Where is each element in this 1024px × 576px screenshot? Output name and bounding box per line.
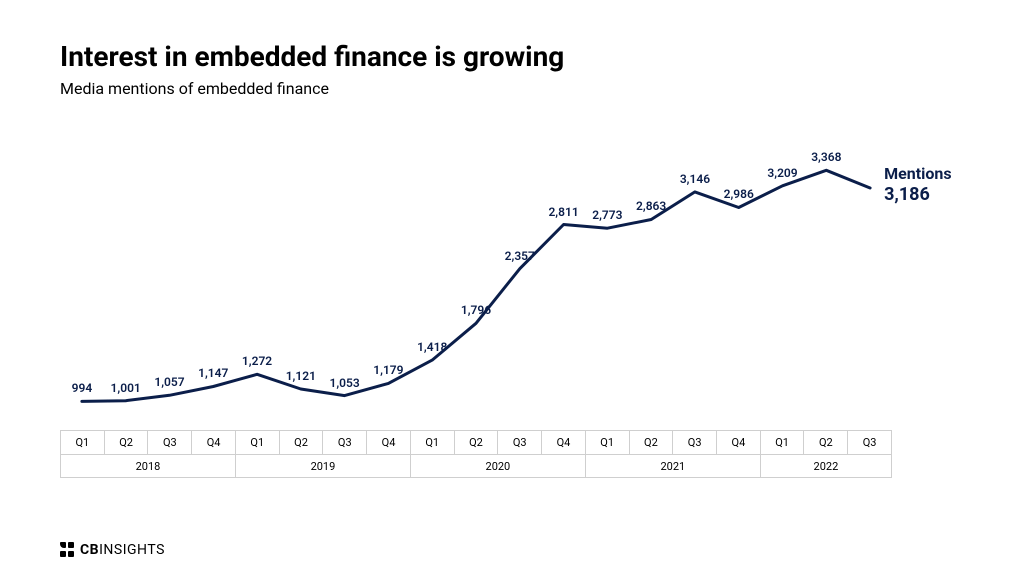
series-end-label: Mentions 3,186 <box>884 164 951 207</box>
quarter-label: Q1 <box>761 431 805 454</box>
data-point-label: 1,147 <box>198 366 228 380</box>
chart-title: Interest in embedded finance is growing <box>60 40 964 73</box>
quarter-row: Q1Q2Q3Q4Q1Q2Q3Q4Q1Q2Q3Q4Q1Q2Q3Q4Q1Q2Q3 <box>60 430 892 454</box>
quarter-label: Q1 <box>61 431 105 454</box>
quarter-label: Q4 <box>717 431 761 454</box>
quarter-label: Q1 <box>411 431 455 454</box>
data-point-label: 1,272 <box>242 354 272 368</box>
data-point-label: 1,057 <box>154 375 184 389</box>
end-label-caption: Mentions <box>884 164 951 184</box>
brand-logo-icon <box>60 542 76 558</box>
data-point-label: 2,773 <box>592 208 622 222</box>
quarter-label: Q3 <box>673 431 717 454</box>
data-point-label: 1,001 <box>111 381 141 395</box>
brand-logo-text: CBINSIGHTS <box>80 542 165 558</box>
quarter-label: Q4 <box>542 431 586 454</box>
quarter-label: Q3 <box>848 431 892 454</box>
end-label-value: 3,186 <box>884 184 951 207</box>
data-point-label: 3,368 <box>811 150 841 164</box>
quarter-label: Q3 <box>323 431 367 454</box>
quarter-label: Q2 <box>280 431 324 454</box>
data-point-label: 1,053 <box>330 376 360 390</box>
quarter-label: Q2 <box>455 431 499 454</box>
year-label: 2020 <box>411 455 586 477</box>
quarter-label: Q1 <box>586 431 630 454</box>
data-point-label: 1,121 <box>286 369 316 383</box>
data-point-label: 1,179 <box>373 363 403 377</box>
brand-bold: CB <box>80 542 99 558</box>
year-label: 2018 <box>61 455 236 477</box>
x-axis: Q1Q2Q3Q4Q1Q2Q3Q4Q1Q2Q3Q4Q1Q2Q3Q4Q1Q2Q3 2… <box>60 430 964 478</box>
quarter-label: Q4 <box>367 431 411 454</box>
line-chart-svg <box>60 138 964 430</box>
year-label: 2021 <box>586 455 761 477</box>
data-point-label: 1,418 <box>417 340 447 354</box>
data-point-label: 2,986 <box>724 187 754 201</box>
brand-light: INSIGHTS <box>99 542 165 558</box>
quarter-label: Q2 <box>630 431 674 454</box>
brand-logo: CBINSIGHTS <box>60 542 165 558</box>
quarter-label: Q2 <box>105 431 149 454</box>
chart-subtitle: Media mentions of embedded finance <box>60 79 964 98</box>
quarter-label: Q3 <box>148 431 192 454</box>
data-point-label: 2,863 <box>636 199 666 213</box>
quarter-label: Q1 <box>236 431 280 454</box>
quarter-label: Q2 <box>804 431 848 454</box>
year-row: 20182019202020212022 <box>60 454 892 478</box>
data-point-label: 2,357 <box>505 249 535 263</box>
data-point-label: 3,209 <box>767 166 797 180</box>
data-point-label: 1,796 <box>461 303 491 317</box>
year-label: 2019 <box>236 455 411 477</box>
chart-area: 994 1,001 1,057 1,147 1,272 1,121 1,053 1,179 1,… <box>60 138 964 478</box>
data-point-label: 2,811 <box>548 205 578 219</box>
data-point-label: 3,146 <box>680 172 710 186</box>
year-label: 2022 <box>761 455 892 477</box>
quarter-label: Q3 <box>498 431 542 454</box>
quarter-label: Q4 <box>192 431 236 454</box>
data-point-label: 994 <box>72 381 93 395</box>
